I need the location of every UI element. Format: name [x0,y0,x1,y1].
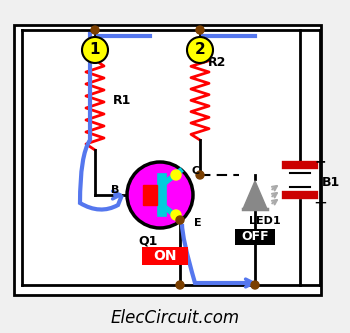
Circle shape [176,216,184,224]
FancyBboxPatch shape [235,229,275,245]
Bar [14,25,321,295]
Circle shape [187,37,213,63]
Text: 2: 2 [195,43,205,58]
Text: ON: ON [153,249,177,263]
Circle shape [251,281,259,289]
Text: E: E [194,218,202,228]
Text: B1: B1 [322,176,340,189]
Text: B: B [111,185,119,195]
Circle shape [171,210,181,220]
Circle shape [176,281,184,289]
Circle shape [171,170,181,180]
Text: LED1: LED1 [249,216,281,226]
Circle shape [127,162,193,228]
Text: C: C [192,166,200,176]
Text: Q1: Q1 [138,234,158,247]
FancyBboxPatch shape [142,247,188,265]
Text: OFF: OFF [241,230,269,243]
Circle shape [91,26,99,34]
Polygon shape [243,181,267,209]
Text: −: − [313,194,327,212]
Text: 1: 1 [90,43,100,58]
Text: +: + [314,155,326,169]
Circle shape [82,37,108,63]
Circle shape [196,26,204,34]
Text: ElecCircuit.com: ElecCircuit.com [111,309,239,327]
Text: R2: R2 [208,57,226,70]
Bar [143,185,157,205]
Circle shape [196,171,204,179]
Text: R1: R1 [113,94,131,107]
